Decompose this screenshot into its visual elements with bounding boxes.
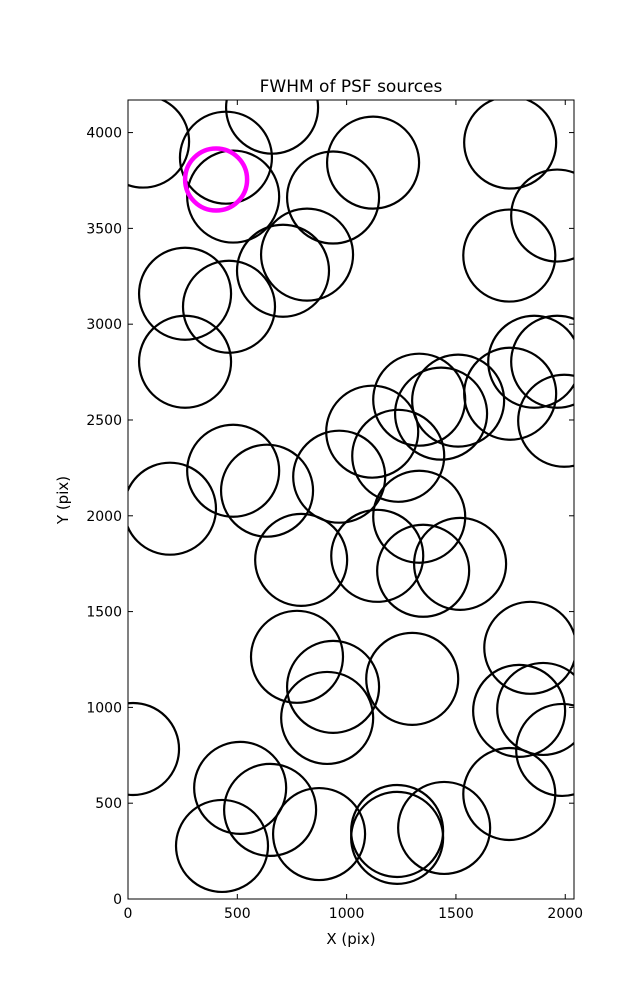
source-marker [372,352,467,447]
source-marker [186,423,281,518]
source-marker [510,168,574,263]
source-marker [462,208,557,303]
source-marker [193,740,288,835]
y-tick-label: 2000 [86,509,122,525]
chart-title: FWHM of PSF sources [260,77,443,97]
x-tick-label: 0 [124,906,133,922]
source-marker [393,366,489,461]
source-marker [515,702,574,798]
source-marker [223,762,318,858]
highlight-marker [182,146,250,213]
source-marker [517,373,574,468]
source-marker [472,663,567,758]
y-tick-label: 3500 [86,221,122,237]
source-marker [186,149,281,244]
x-tick-label: 1000 [329,906,365,922]
source-marker [412,516,508,611]
y-tick-label: 2500 [86,413,122,429]
source-marker [271,786,367,882]
source-marker [219,443,315,538]
source-marker [350,783,445,879]
source-marker [224,100,320,155]
source-marker [235,223,331,318]
source-marker [376,523,471,618]
source-marker [496,661,574,757]
source-marker [487,314,574,409]
y-axis-label: Y (pix) [54,476,72,525]
source-marker [462,746,557,842]
source-marker [137,246,233,341]
plot-area [128,100,574,894]
y-tick-label: 4000 [86,126,122,142]
source-marker [351,408,446,503]
source-marker [181,259,277,354]
source-marker [137,314,233,409]
source-marker [483,600,574,695]
source-marker [325,115,421,210]
y-tick-label: 500 [95,796,122,812]
source-marker [510,314,574,409]
source-marker [365,631,460,726]
source-marker [259,207,355,302]
source-marker [128,701,181,797]
y-tick-label: 3000 [86,317,122,333]
source-marker [372,469,467,564]
x-tick-label: 1500 [438,906,474,922]
axes-frame [127,99,575,900]
y-tick-label: 0 [113,892,122,908]
source-marker [285,639,381,734]
y-tick-label: 1000 [86,700,122,716]
source-marker [292,429,387,524]
source-marker [280,670,375,766]
x-tick-label: 2000 [547,906,583,922]
source-marker [330,508,425,603]
source-marker [285,150,381,245]
source-marker [254,512,349,607]
source-marker [249,609,345,704]
x-tick-label: 500 [224,906,251,922]
source-marker [128,100,191,189]
y-tick-label: 1500 [86,605,122,621]
source-marker [174,798,270,894]
source-marker [411,353,506,448]
source-marker [128,461,218,556]
x-axis-label: X (pix) [326,930,375,948]
source-marker [463,100,558,190]
source-marker [397,780,492,876]
